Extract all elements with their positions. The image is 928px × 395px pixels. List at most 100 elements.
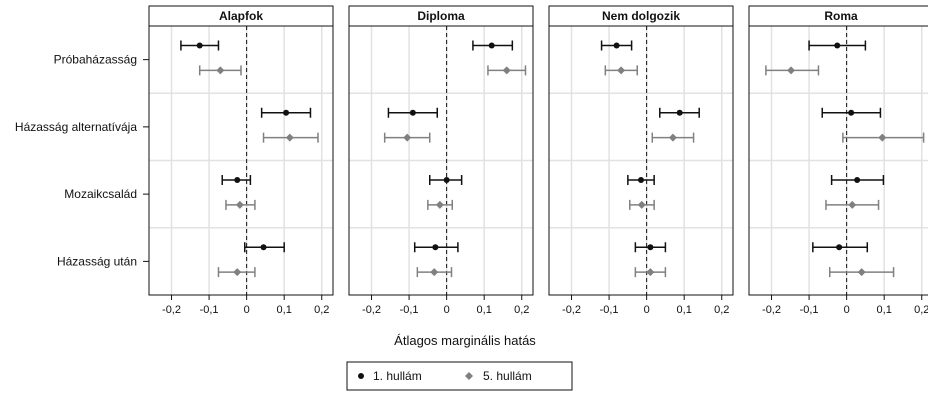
- x-tick-label: 0,1: [677, 304, 692, 316]
- x-tick-label: 0,1: [877, 304, 892, 316]
- error-bar-1-hullam-mozaikcsalad: [428, 175, 463, 186]
- legend-box: [346, 361, 573, 391]
- point-estimate: [260, 244, 267, 251]
- error-bar-1-hullam-hazassag-alternativaja: [659, 107, 700, 118]
- error-bar-5-hullam-probahazassag: [487, 65, 527, 76]
- error-bar-1-hullam-mozaikcsalad: [627, 175, 655, 186]
- x-tick-label: -0,1: [600, 304, 619, 316]
- error-bar-5-hullam-mozaikcsalad: [825, 199, 880, 210]
- point-estimate: [647, 244, 654, 251]
- point-estimate: [435, 200, 444, 209]
- error-bar-1-hullam-hazassag-utan: [812, 242, 869, 253]
- category-labels: Próbaházasság Házasság alternatívája Mozai…: [15, 53, 149, 268]
- point-estimate: [285, 133, 294, 142]
- x-tick-label: -0,1: [800, 304, 819, 316]
- error-bar-1-hullam-hazassag-utan: [634, 242, 667, 253]
- error-bar-5-hullam-hazassag-alternativaja: [651, 132, 695, 143]
- point-estimate: [234, 177, 241, 184]
- plot-frame: [348, 25, 534, 296]
- point-estimate: [233, 268, 242, 277]
- error-bar-1-hullam-mozaikcsalad: [221, 175, 252, 186]
- panel-title: Roma: [824, 9, 858, 23]
- point-estimate: [834, 42, 841, 49]
- error-bar-1-hullam-probahazassag: [808, 40, 867, 51]
- error-bar-5-hullam-mozaikcsalad: [628, 199, 655, 210]
- legend-marker-wave-5: [465, 372, 473, 380]
- error-bar-1-hullam-probahazassag: [472, 40, 514, 51]
- error-bar-5-hullam-hazassag-alternativaja: [842, 132, 925, 143]
- point-estimate: [857, 268, 866, 277]
- x-tick-label: 0,1: [277, 304, 292, 316]
- x-tick-label: 0: [444, 304, 450, 316]
- error-bar-1-hullam-hazassag-utan: [413, 242, 459, 253]
- point-estimate: [235, 200, 244, 209]
- error-bar-5-hullam-probahazassag: [604, 65, 638, 76]
- point-estimate: [854, 177, 861, 184]
- panel-alapfok: Alapfok -0,2 -0,1 0 0,1 0,2: [148, 5, 334, 316]
- x-tick-label: 0: [644, 304, 650, 316]
- x-tick-label: 0,2: [914, 304, 928, 316]
- error-bar-1-hullam-probahazassag: [180, 40, 220, 51]
- point-estimate: [432, 244, 439, 251]
- error-bar-5-hullam-hazassag-utan: [634, 267, 667, 278]
- point-estimate: [283, 109, 290, 116]
- panel-roma: Roma -0,2 -0,1 0 0,1 0,2: [748, 5, 928, 316]
- x-tick-label: 0: [844, 304, 850, 316]
- error-bar-5-hullam-hazassag-utan: [828, 267, 895, 278]
- x-tick-label: -0,2: [562, 304, 581, 316]
- point-estimate: [848, 200, 857, 209]
- x-tick-label: 0: [244, 304, 250, 316]
- point-estimate: [848, 109, 855, 116]
- legend-label-wave-5: 5. hullám: [483, 369, 532, 383]
- panel-nem-dolgozik: Nem dolgozik -0,2 -0,1 0 0,1 0,2: [548, 5, 734, 316]
- x-tick-label: 0,2: [314, 304, 329, 316]
- panel-title: Diploma: [417, 9, 465, 23]
- category-label-mozaikcsalad: Mozaikcsalád: [64, 187, 137, 201]
- point-estimate: [878, 133, 887, 142]
- error-bar-5-hullam-mozaikcsalad: [225, 199, 256, 210]
- point-estimate: [443, 177, 450, 184]
- x-tick-label: -0,2: [362, 304, 381, 316]
- point-estimate: [502, 66, 511, 75]
- point-estimate: [216, 66, 225, 75]
- point-estimate: [836, 244, 843, 251]
- point-estimate: [403, 133, 412, 142]
- error-bar-1-hullam-mozaikcsalad: [830, 175, 885, 186]
- panel-title: Nem dolgozik: [602, 9, 680, 23]
- error-bar-1-hullam-hazassag-alternativaja: [821, 107, 882, 118]
- legend-label-wave-1: 1. hullám: [373, 369, 422, 383]
- point-estimate: [613, 42, 620, 49]
- error-bar-5-hullam-hazassag-utan: [217, 267, 256, 278]
- x-tick-label: -0,2: [162, 304, 181, 316]
- point-estimate: [637, 200, 646, 209]
- point-estimate: [409, 109, 416, 116]
- point-estimate: [668, 133, 677, 142]
- point-estimate: [787, 66, 796, 75]
- x-tick-label: -0,2: [762, 304, 781, 316]
- x-tick-label: -0,1: [200, 304, 219, 316]
- error-bar-5-hullam-hazassag-alternativaja: [262, 132, 319, 143]
- x-tick-label: 0,2: [714, 304, 729, 316]
- plot-frame: [748, 25, 928, 296]
- point-estimate: [430, 268, 439, 277]
- error-bar-1-hullam-hazassag-alternativaja: [260, 107, 312, 118]
- legend-marker-wave-1: [358, 373, 364, 379]
- x-tick-label: 0,1: [477, 304, 492, 316]
- panel-diploma: Diploma -0,2 -0,1 0 0,1 0,2: [348, 5, 534, 316]
- point-estimate: [676, 109, 683, 116]
- plot-frame: [148, 25, 334, 296]
- error-bar-1-hullam-hazassag-utan: [244, 242, 285, 253]
- error-bar-5-hullam-probahazassag: [765, 65, 820, 76]
- error-bar-1-hullam-hazassag-alternativaja: [387, 107, 438, 118]
- point-estimate: [196, 42, 203, 49]
- legend: 1. hullám 5. hullám: [346, 361, 573, 391]
- x-tick-label: -0,1: [400, 304, 419, 316]
- panel-title: Alapfok: [219, 9, 263, 23]
- point-estimate: [617, 66, 626, 75]
- point-estimate: [488, 42, 495, 49]
- error-bar-1-hullam-probahazassag: [600, 40, 633, 51]
- category-label-probahazassag: Próbaházasság: [54, 53, 137, 67]
- x-axis-label: Átlagos marginális hatás: [394, 333, 536, 348]
- x-tick-label: 0,2: [514, 304, 529, 316]
